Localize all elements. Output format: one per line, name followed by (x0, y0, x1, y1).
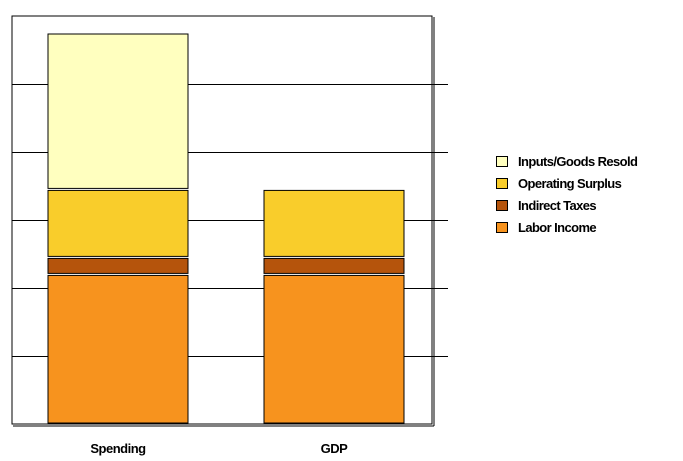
legend-swatch-operating-surplus (496, 177, 508, 189)
legend-label-operating-surplus: Operating Surplus (518, 175, 622, 191)
bar-gdp-operating-surplus (263, 189, 405, 257)
legend-swatch-inputs (496, 155, 508, 167)
legend-label-indirect-taxes: Indirect Taxes (518, 197, 597, 213)
legend: Inputs/Goods Resold Operating Surplus In… (496, 150, 638, 238)
bar-spending-labor-income (47, 274, 189, 424)
category-label-spending: Spending (90, 441, 146, 456)
legend-label-labor-income: Labor Income (518, 219, 597, 235)
legend-item-labor-income: Labor Income (496, 216, 637, 238)
bar-gdp-labor-income (263, 274, 405, 424)
legend-swatch-indirect-taxes (496, 199, 508, 211)
bar-spending-indirect-taxes (47, 257, 189, 274)
legend-item-indirect-taxes: Indirect Taxes (496, 194, 637, 216)
category-label-gdp: GDP (320, 441, 348, 456)
bar-gdp-indirect-taxes (263, 257, 405, 274)
bar-spending-operating-surplus (47, 189, 189, 257)
legend-swatch-labor-income (496, 221, 508, 233)
legend-label-inputs: Inputs/Goods Resold (518, 153, 638, 169)
legend-item-operating-surplus: Operating Surplus (496, 172, 637, 194)
bars (47, 33, 405, 424)
plot-area (11, 15, 433, 425)
bar-spending-inputs-goods-resold (47, 33, 189, 189)
legend-item-inputs: Inputs/Goods Resold (496, 150, 638, 172)
